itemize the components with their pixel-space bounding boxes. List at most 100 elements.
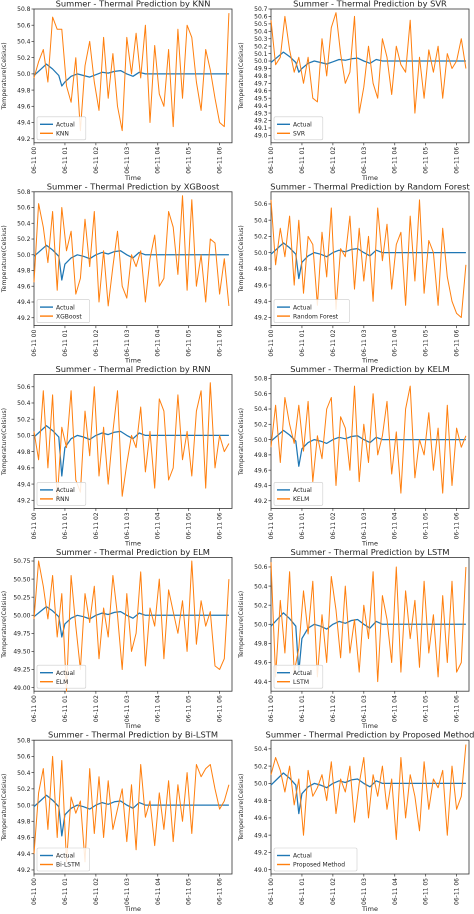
x-tick-label: 06-11 00 (268, 147, 275, 174)
plot-frame (33, 8, 233, 144)
chart-title: Summer - Thermal Prediction by LSTM (290, 547, 449, 557)
x-tick-label: 06-11 04 (392, 147, 399, 174)
series-line-actual (33, 63, 229, 87)
legend-label: Actual (293, 670, 312, 677)
y-tick-label: 50.2 (17, 236, 31, 243)
y-tick-label: 50.2 (254, 234, 268, 241)
x-tick-label: 06-11 05 (423, 878, 430, 905)
y-tick-label: 50.3 (254, 36, 268, 43)
y-tick-label: 49.8 (17, 449, 31, 456)
x-tick-label: 06-11 01 (299, 512, 306, 539)
y-tick-label: 50.6 (17, 205, 31, 212)
y-tick-label: 50.0 (17, 802, 31, 809)
y-axis-label: Temperature(Celsius) (1, 42, 8, 110)
x-tick-label: 06-11 05 (186, 695, 193, 722)
x-axis-label: Time (361, 174, 378, 182)
y-tick-label: 50.0 (17, 433, 31, 440)
x-tick-label: 06-11 01 (299, 329, 306, 356)
series-line-actual (270, 612, 466, 673)
plot-frame (270, 739, 470, 875)
chart-title: Summer - Thermal Prediction by RNN (55, 364, 210, 374)
chart-title: Summer - Thermal Prediction by Proposed … (266, 730, 474, 740)
series-line-proposed-method (270, 744, 467, 840)
series-line-svr (270, 12, 467, 114)
legend-label: Actual (56, 853, 75, 860)
x-axis-label: Time (361, 905, 378, 913)
legend-label: Actual (293, 853, 312, 860)
x-tick-label: 06-11 05 (423, 329, 430, 356)
y-tick-label: 50.8 (254, 376, 268, 383)
x-tick-label: 06-11 05 (186, 878, 193, 905)
y-tick-label: 49.5 (254, 95, 268, 102)
series-line-bi-lstm (33, 755, 230, 863)
x-axis-label: Time (124, 174, 141, 182)
x-tick-label: 06-11 00 (31, 512, 38, 539)
x-tick-label: 06-11 02 (330, 695, 337, 722)
y-tick-label: 49.00 (13, 685, 30, 692)
y-tick-label: 49.4 (254, 483, 268, 490)
y-tick-label: 49.8 (254, 641, 268, 648)
x-tick-label: 06-11 03 (124, 695, 131, 722)
y-tick-label: 49.9 (254, 66, 268, 73)
legend-label: Proposed Method (293, 862, 345, 869)
x-tick-label: 06-11 06 (454, 147, 461, 174)
legend-box (36, 299, 90, 323)
legend-box (273, 664, 324, 689)
x-tick-label: 06-11 03 (124, 329, 131, 356)
y-tick-label: 50.7 (254, 6, 268, 13)
y-tick-label: 50.2 (254, 43, 268, 50)
y-axis-label: Temperature(Celsius) (238, 42, 245, 110)
y-tick-label: 50.4 (17, 39, 31, 46)
plot-frame (270, 374, 470, 509)
x-tick-label: 06-11 02 (330, 878, 337, 905)
y-tick-label: 49.2 (17, 867, 31, 874)
chart-panel: Summer - Thermal Prediction by KELM 49.2 4… (238, 364, 470, 547)
legend-label: LSTM (293, 679, 309, 686)
plot-frame (33, 557, 233, 692)
y-tick-label: 50.4 (254, 583, 268, 590)
y-tick-label: 50.2 (254, 421, 268, 428)
y-tick-label: 50.2 (254, 763, 268, 770)
x-axis-label: Time (124, 357, 141, 365)
chart-panel: Summer - Thermal Prediction by SVR49.049… (238, 0, 470, 182)
x-tick-label: 06-11 03 (124, 147, 131, 174)
series-line-actual (270, 51, 466, 73)
x-tick-label: 06-11 01 (62, 695, 69, 722)
legend-label: SVR (293, 131, 305, 138)
series-line-rnn (33, 382, 230, 501)
chart-title: Summer - Thermal Prediction by KELM (290, 364, 449, 374)
y-tick-label: 50.0 (17, 252, 31, 259)
y-tick-label: 50.6 (17, 384, 31, 391)
series-line-actual (33, 244, 229, 281)
y-tick-label: 50.0 (254, 781, 268, 788)
x-tick-label: 06-11 00 (31, 878, 38, 905)
x-tick-label: 06-11 04 (155, 878, 162, 905)
legend-label: RNN (56, 496, 69, 503)
y-axis-label: Temperature(Celsius) (238, 225, 245, 293)
x-tick-label: 06-11 04 (392, 878, 399, 905)
x-axis-label: Time (361, 357, 378, 365)
x-tick-label: 06-11 06 (454, 512, 461, 539)
y-tick-label: 50.8 (17, 6, 31, 13)
y-tick-label: 49.6 (254, 467, 268, 474)
x-tick-label: 06-11 04 (155, 329, 162, 356)
y-axis-label: Temperature(Celsius) (1, 774, 8, 842)
chart-title: Summer - Thermal Prediction by KNN (56, 0, 211, 9)
y-tick-label: 49.2 (254, 498, 268, 505)
chart-panel: Summer - Thermal Prediction by XGBoost 49… (1, 181, 233, 365)
x-tick-label: 06-11 03 (361, 147, 368, 174)
chart-panel: Summer - Thermal Prediction by KNN 49.2 49… (1, 0, 233, 182)
x-tick-label: 06-11 03 (124, 512, 131, 539)
y-tick-label: 50.6 (254, 14, 268, 21)
y-tick-label: 50.4 (254, 29, 268, 36)
x-axis-label: Time (124, 722, 141, 730)
x-tick-label: 06-11 00 (268, 695, 275, 722)
y-tick-label: 50.6 (254, 564, 268, 571)
y-tick-label: 50.0 (17, 71, 31, 78)
y-axis-label: Temperature(Celsius) (1, 591, 8, 659)
y-tick-label: 50.2 (17, 55, 31, 62)
y-tick-label: 49.6 (254, 815, 268, 822)
legend-label: Actual (56, 670, 75, 677)
y-tick-label: 50.2 (254, 602, 268, 609)
